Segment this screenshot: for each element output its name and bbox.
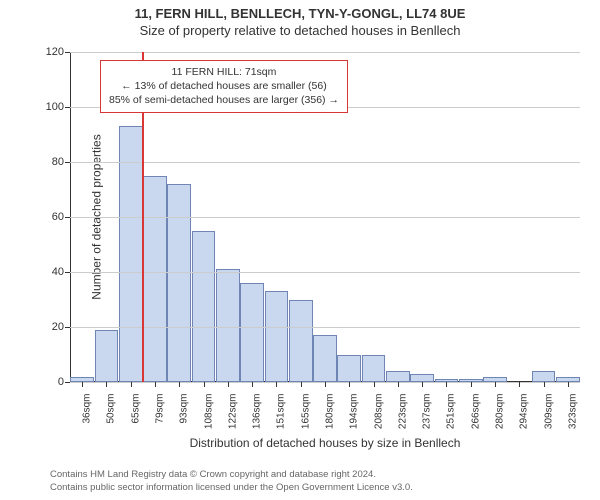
gridline xyxy=(70,272,580,273)
chart-container: 11, FERN HILL, BENLLECH, TYN-Y-GONGL, LL… xyxy=(0,0,600,500)
x-tick-label: 50sqm xyxy=(106,394,117,424)
x-axis-label: Distribution of detached houses by size … xyxy=(70,436,580,450)
y-tick-mark xyxy=(65,107,70,108)
histogram-bar xyxy=(143,176,167,382)
x-tick-label: 165sqm xyxy=(300,394,311,430)
histogram-bar xyxy=(167,184,191,382)
x-tick-mark xyxy=(301,382,302,387)
x-tick-label: 79sqm xyxy=(155,394,166,424)
y-tick-label: 120 xyxy=(46,46,64,58)
histogram-bar xyxy=(192,231,216,382)
footer-line-2: Contains public sector information licen… xyxy=(50,482,413,494)
x-tick-mark xyxy=(204,382,205,387)
y-tick-mark xyxy=(65,217,70,218)
histogram-bar xyxy=(95,330,119,382)
x-tick-label: 251sqm xyxy=(446,394,457,430)
annotation-line: 11 FERN HILL: 71sqm xyxy=(109,65,339,79)
plot-area: 02040608010012036sqm50sqm65sqm79sqm93sqm… xyxy=(70,52,580,382)
gridline xyxy=(70,217,580,218)
histogram-bar xyxy=(216,269,240,382)
x-tick-mark xyxy=(568,382,569,387)
y-tick-label: 0 xyxy=(58,376,64,388)
y-tick-label: 40 xyxy=(52,266,64,278)
x-tick-label: 194sqm xyxy=(349,394,360,430)
histogram-bar xyxy=(289,300,313,383)
y-tick-label: 100 xyxy=(46,101,64,113)
histogram-bar xyxy=(532,371,556,382)
gridline xyxy=(70,162,580,163)
x-tick-label: 122sqm xyxy=(227,394,238,430)
x-tick-label: 237sqm xyxy=(422,394,433,430)
y-tick-mark xyxy=(65,52,70,53)
gridline xyxy=(70,327,580,328)
x-tick-mark xyxy=(398,382,399,387)
x-tick-mark xyxy=(228,382,229,387)
x-tick-label: 151sqm xyxy=(276,394,287,430)
histogram-bar xyxy=(313,335,337,382)
x-tick-label: 108sqm xyxy=(203,394,214,430)
y-tick-mark xyxy=(65,327,70,328)
x-tick-label: 309sqm xyxy=(543,394,554,430)
y-tick-label: 60 xyxy=(52,211,64,223)
x-tick-mark xyxy=(276,382,277,387)
x-tick-label: 65sqm xyxy=(130,394,141,424)
gridline xyxy=(70,52,580,53)
x-tick-mark xyxy=(422,382,423,387)
histogram-bar xyxy=(119,126,143,382)
x-tick-mark xyxy=(495,382,496,387)
attribution-footer: Contains HM Land Registry data © Crown c… xyxy=(50,469,413,494)
x-tick-label: 280sqm xyxy=(495,394,506,430)
x-tick-label: 93sqm xyxy=(179,394,190,424)
x-tick-mark xyxy=(106,382,107,387)
annotation-line: ← 13% of detached houses are smaller (56… xyxy=(109,79,339,93)
y-tick-mark xyxy=(65,272,70,273)
annotation-line: 85% of semi-detached houses are larger (… xyxy=(109,93,339,107)
x-tick-mark xyxy=(446,382,447,387)
y-tick-mark xyxy=(65,382,70,383)
x-tick-label: 136sqm xyxy=(252,394,263,430)
histogram-bar xyxy=(240,283,264,382)
y-tick-mark xyxy=(65,162,70,163)
footer-line-1: Contains HM Land Registry data © Crown c… xyxy=(50,469,413,481)
y-tick-label: 20 xyxy=(52,321,64,333)
x-tick-mark xyxy=(131,382,132,387)
histogram-bar xyxy=(362,355,386,383)
x-tick-label: 208sqm xyxy=(373,394,384,430)
x-tick-label: 266sqm xyxy=(470,394,481,430)
histogram-bar xyxy=(265,291,289,382)
x-tick-label: 294sqm xyxy=(519,394,530,430)
x-tick-mark xyxy=(349,382,350,387)
x-tick-mark xyxy=(325,382,326,387)
x-tick-mark xyxy=(544,382,545,387)
x-tick-mark xyxy=(179,382,180,387)
x-tick-label: 36sqm xyxy=(82,394,93,424)
histogram-bar xyxy=(386,371,410,382)
x-tick-label: 180sqm xyxy=(325,394,336,430)
x-tick-mark xyxy=(519,382,520,387)
x-tick-mark xyxy=(374,382,375,387)
x-tick-mark xyxy=(252,382,253,387)
x-tick-mark xyxy=(471,382,472,387)
x-tick-mark xyxy=(155,382,156,387)
title-block: 11, FERN HILL, BENLLECH, TYN-Y-GONGL, LL… xyxy=(0,0,600,38)
chart-title: 11, FERN HILL, BENLLECH, TYN-Y-GONGL, LL… xyxy=(0,6,600,21)
histogram-bar xyxy=(410,374,434,382)
y-tick-label: 80 xyxy=(52,156,64,168)
histogram-bar xyxy=(337,355,361,383)
x-tick-label: 223sqm xyxy=(397,394,408,430)
x-tick-mark xyxy=(82,382,83,387)
annotation-box: 11 FERN HILL: 71sqm← 13% of detached hou… xyxy=(100,60,348,113)
x-tick-label: 323sqm xyxy=(567,394,578,430)
chart-subtitle: Size of property relative to detached ho… xyxy=(0,23,600,38)
